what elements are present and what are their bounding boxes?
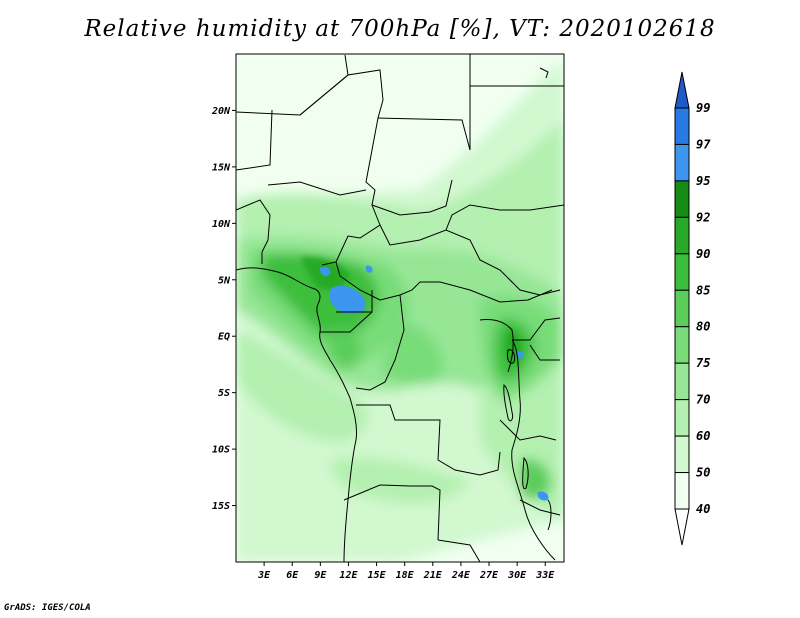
lon-tick-label: 24E <box>451 570 471 581</box>
colorbar-label: 97 <box>696 137 711 151</box>
colorbar-segment <box>674 362 690 401</box>
lat-tick-label: 5N <box>218 275 231 286</box>
longitude-ticks: 3E 6E 9E 12E 15E 18E 21E 24E 27E 30E 33E <box>257 562 555 581</box>
grads-credit: GrADS: IGES/COLA <box>4 603 91 613</box>
latitude-ticks: 20N 15N 10N 5N EQ 5S 10S 15S <box>211 106 236 512</box>
colorbar-label: 75 <box>696 356 710 370</box>
colorbar-segment <box>674 472 690 510</box>
lat-tick-label: 10N <box>212 219 231 230</box>
colorbar-segment <box>674 289 690 328</box>
colorbar-segment <box>674 107 690 145</box>
lon-tick-label: 27E <box>479 570 499 581</box>
colorbar-segment <box>674 180 690 218</box>
colorbar-segment <box>674 399 690 437</box>
lon-tick-label: 15E <box>368 570 387 581</box>
colorbar-label: 99 <box>696 101 710 115</box>
colorbar: 40 50 60 70 75 80 85 90 92 95 97 99 <box>674 71 711 546</box>
lon-tick-label: 30E <box>507 570 527 581</box>
colorbar-label: 60 <box>696 429 710 443</box>
lat-tick-label: EQ <box>218 332 230 343</box>
colorbar-below-triangle <box>674 508 690 546</box>
colorbar-label: 50 <box>696 466 710 480</box>
colorbar-label: 70 <box>696 393 710 407</box>
colorbar-segment <box>674 253 690 291</box>
humidity-field <box>236 54 564 562</box>
lat-tick-label: 5S <box>218 388 230 399</box>
lon-tick-label: 33E <box>535 570 555 581</box>
colorbar-label: 95 <box>696 174 710 188</box>
colorbar-segment <box>674 435 690 474</box>
lat-tick-label: 15N <box>212 162 231 173</box>
lon-tick-label: 21E <box>423 570 443 581</box>
lon-tick-label: 3E <box>257 570 271 581</box>
colorbar-label: 92 <box>696 210 710 224</box>
chart-title: Relative humidity at 700hPa [%], VT: 202… <box>84 16 716 42</box>
lon-tick-label: 6E <box>286 570 299 581</box>
colorbar-label: 80 <box>696 320 710 334</box>
colorbar-above-triangle <box>674 71 690 109</box>
colorbar-segment <box>674 326 690 364</box>
lat-tick-label: 20N <box>211 106 231 117</box>
country-borders <box>236 54 564 562</box>
colorbar-segment <box>674 143 690 182</box>
lon-tick-label: 9E <box>314 570 327 581</box>
colorbar-segment <box>674 216 690 255</box>
lat-tick-label: 15S <box>212 501 230 512</box>
colorbar-label: 40 <box>696 502 710 516</box>
lakes <box>503 349 552 531</box>
map-frame <box>235 53 565 563</box>
colorbar-label: 85 <box>696 283 710 297</box>
colorbar-label: 90 <box>696 247 710 261</box>
lon-tick-label: 18E <box>396 570 415 581</box>
lon-tick-label: 12E <box>339 570 358 581</box>
lat-tick-label: 10S <box>212 445 230 456</box>
